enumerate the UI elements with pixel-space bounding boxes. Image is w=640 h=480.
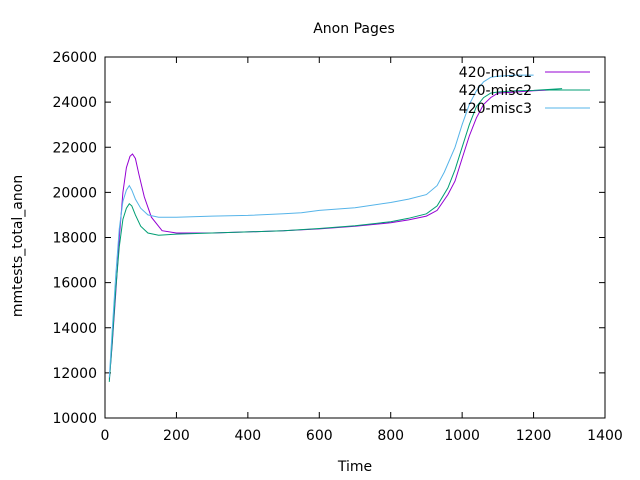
x-tick-label: 200: [163, 428, 190, 444]
y-tick-label: 22000: [52, 140, 97, 156]
series-line-420-misc3: [108, 74, 534, 378]
legend-label: 420-misc2: [459, 83, 532, 99]
x-axis-label: Time: [337, 459, 372, 475]
y-tick-label: 20000: [52, 185, 97, 201]
series-line-420-misc1: [108, 89, 556, 380]
x-tick-label: 1000: [444, 428, 480, 444]
legend-label: 420-misc3: [459, 101, 532, 117]
y-tick-label: 10000: [52, 411, 97, 427]
x-tick-label: 1400: [587, 428, 623, 444]
y-tick-label: 18000: [52, 231, 97, 247]
x-tick-label: 800: [377, 428, 404, 444]
x-tick-label: 1200: [516, 428, 552, 444]
y-tick-label: 14000: [52, 321, 97, 337]
x-tick-label: 400: [234, 428, 261, 444]
legend: 420-misc1 420-misc2 420-misc3: [459, 65, 590, 117]
y-axis-label: mmtests_total_anon: [10, 175, 26, 317]
x-tick-label: 600: [306, 428, 333, 444]
y-tick-label: 24000: [52, 95, 97, 111]
y-tick-label: 12000: [52, 366, 97, 382]
y-tick-label: 16000: [52, 276, 97, 292]
y-tick-label: 26000: [52, 50, 97, 66]
series-lines: [108, 74, 563, 382]
axis-ticks: 0 200 400 600 800 1000 1200 1400 10000 12000 14000…: [52, 50, 622, 444]
chart-title: Anon Pages: [313, 21, 395, 37]
series-line-420-misc2: [108, 88, 563, 382]
legend-label: 420-misc1: [459, 65, 532, 81]
x-tick-label: 0: [101, 428, 110, 444]
